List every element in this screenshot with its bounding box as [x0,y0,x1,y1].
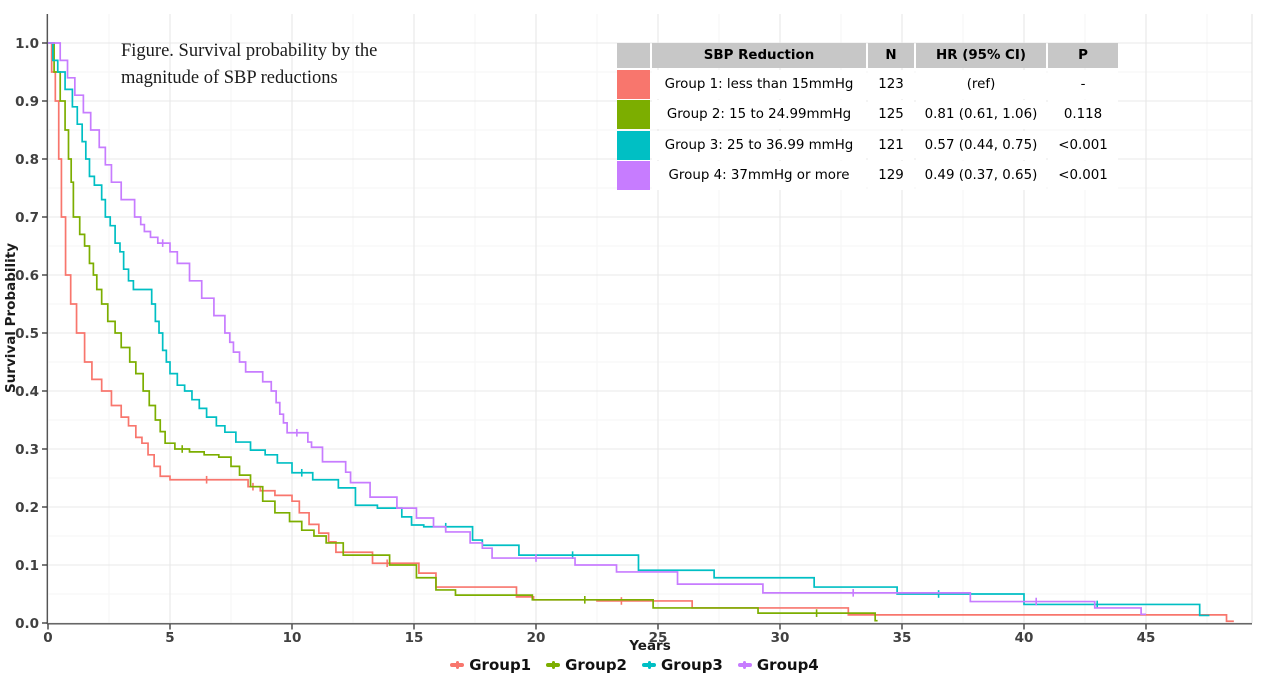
table-header-0: SBP Reduction [652,43,866,68]
table-cell-hr: 0.57 (0.44, 0.75) [916,130,1046,160]
x-tick-label: 20 [527,630,546,646]
legend-label: Group3 [661,656,723,674]
y-tick-label: 0.9 [15,94,39,110]
group-color-swatch [617,161,650,190]
km-curve-group3 [48,42,1210,617]
legend-marker-icon [737,660,752,670]
x-tick-label: 5 [165,630,174,646]
y-tick-label: 0.7 [15,210,39,226]
legend-marker-icon [450,660,465,670]
km-curve-group1 [48,42,1234,623]
figure-title-line2: magnitude of SBP reductions [121,68,338,88]
y-tick-label: 0.2 [15,500,39,516]
table-header-1: N [868,43,914,68]
table-header-2: HR (95% CI) [916,43,1046,68]
figure-title: Figure. Survival probability by the magn… [121,38,377,92]
y-tick-label: 1.0 [15,36,39,52]
group-color-swatch [617,69,650,99]
legend-item-group4: Group4 [737,656,819,674]
x-tick-label: 10 [283,630,302,646]
figure-title-line1: Figure. Survival probability by the [121,41,378,61]
table-header-3: P [1048,43,1118,68]
y-tick-label: 0.6 [15,268,39,284]
legend-marker-icon [546,660,561,670]
group-color-swatch [617,130,650,160]
legend-label: Group4 [756,656,819,674]
table-cell-group-label: Group 2: 15 to 24.99mmHg [652,100,866,129]
x-tick-label: 30 [771,630,790,646]
x-tick-label: 45 [1137,630,1156,646]
km-curve-group2 [48,42,878,622]
legend-marker-icon [642,660,656,670]
chart-legend: Group1 Group2 Group3 Group4 [0,656,1269,674]
x-axis-title: Years [629,638,671,654]
y-tick-label: 0.3 [15,442,39,458]
x-tick-label: 15 [405,630,424,646]
table-cell-n: 123 [868,69,914,99]
legend-item-group2: Group2 [546,656,627,674]
table-cell-group-label: Group 1: less than 15mmHg [652,69,866,99]
table-cell-group-label: Group 4: 37mmHg or more [652,161,866,190]
y-tick-label: 0.1 [15,558,39,574]
x-tick-label: 35 [893,630,912,646]
table-cell-p: <0.001 [1048,161,1118,190]
group-color-swatch [617,100,650,129]
legend-label: Group2 [565,656,627,674]
table-cell-p: - [1048,69,1118,99]
x-tick-label: 40 [1015,630,1034,646]
x-tick-label: 0 [43,630,52,646]
y-tick-label: 0.0 [15,616,39,632]
table-header-swatch [617,43,650,68]
table-cell-group-label: Group 3: 25 to 36.99 mmHg [652,130,866,160]
table-cell-p: 0.118 [1048,100,1118,129]
y-axis-title: Survival Probability [3,242,19,394]
y-tick-label: 0.8 [15,152,39,168]
legend-label: Group1 [469,656,532,674]
km-curve-group4 [48,42,1146,616]
table-cell-n: 125 [868,100,914,129]
table-cell-hr: 0.49 (0.37, 0.65) [916,161,1046,190]
legend-item-group1: Group1 [450,656,531,674]
hr-summary-table: SBP Reduction N HR (95% CI) P Group 1: less … [617,43,1118,190]
x-tick-label: 25 [649,630,668,646]
y-tick-label: 0.5 [15,326,39,342]
table-cell-hr: (ref) [916,69,1046,99]
table-cell-p: <0.001 [1048,130,1118,160]
table-cell-n: 129 [868,161,914,190]
table-cell-hr: 0.81 (0.61, 1.06) [916,100,1046,129]
table-cell-n: 121 [868,130,914,160]
legend-item-group3: Group3 [642,656,723,674]
y-tick-label: 0.4 [15,384,39,400]
